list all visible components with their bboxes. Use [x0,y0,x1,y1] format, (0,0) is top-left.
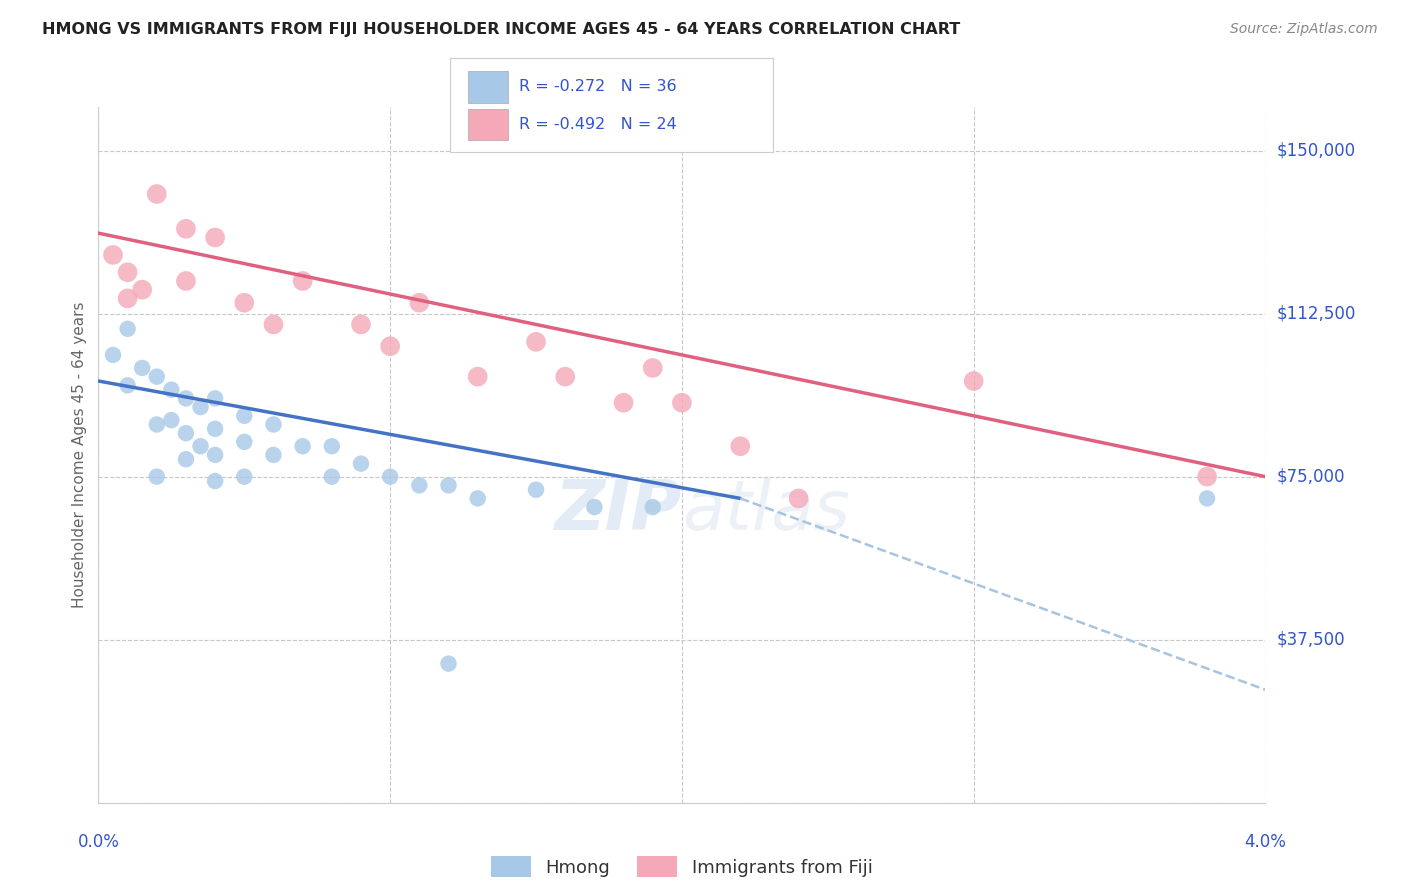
Point [524,483,547,497]
Text: $37,500: $37,500 [1277,631,1346,648]
Point [117,322,139,336]
Text: $75,000: $75,000 [1277,467,1346,485]
Point [408,478,430,492]
Point [554,369,576,384]
Point [174,274,197,288]
Point [612,396,634,410]
Point [174,452,197,467]
Point [321,439,343,453]
Point [101,348,124,362]
Point [262,417,284,432]
Point [437,478,460,492]
Point [160,413,183,427]
Point [160,383,183,397]
Point [728,439,751,453]
Point [1195,469,1218,483]
Point [174,222,197,236]
Point [146,469,169,483]
Point [233,409,256,423]
Point [262,318,284,332]
Point [583,500,606,514]
Point [378,339,402,353]
Legend: Hmong, Immigrants from Fiji: Hmong, Immigrants from Fiji [484,849,880,884]
Text: R = -0.272   N = 36: R = -0.272 N = 36 [519,79,676,95]
Point [641,361,664,376]
Y-axis label: Householder Income Ages 45 - 64 years: Householder Income Ages 45 - 64 years [72,301,87,608]
Point [524,334,547,349]
Point [437,657,460,671]
Point [262,448,284,462]
Point [131,283,153,297]
Point [117,378,139,392]
Point [350,318,373,332]
Point [204,230,226,244]
Point [962,374,984,388]
Point [671,396,693,410]
Point [1195,491,1218,506]
Point [117,291,139,305]
Point [101,248,124,262]
Point [233,434,256,449]
Text: 0.0%: 0.0% [77,833,120,851]
Point [204,474,226,488]
Point [146,417,169,432]
Point [233,295,256,310]
Point [291,274,314,288]
Point [174,426,197,441]
Text: atlas: atlas [682,477,849,544]
Point [378,469,402,483]
Point [190,439,212,453]
Point [174,392,197,406]
Point [204,448,226,462]
Point [787,491,810,506]
Point [131,361,153,376]
Point [190,400,212,414]
Point [291,439,314,453]
Point [204,392,226,406]
Point [350,457,373,471]
Point [467,491,489,506]
Point [321,469,343,483]
Text: R = -0.492   N = 24: R = -0.492 N = 24 [519,117,676,132]
Point [408,295,430,310]
Point [146,369,169,384]
Point [117,265,139,279]
Point [204,422,226,436]
Point [641,500,664,514]
Text: Source: ZipAtlas.com: Source: ZipAtlas.com [1230,22,1378,37]
Point [467,369,489,384]
Text: 4.0%: 4.0% [1244,833,1286,851]
Text: $150,000: $150,000 [1277,142,1355,160]
Text: HMONG VS IMMIGRANTS FROM FIJI HOUSEHOLDER INCOME AGES 45 - 64 YEARS CORRELATION : HMONG VS IMMIGRANTS FROM FIJI HOUSEHOLDE… [42,22,960,37]
Text: $112,500: $112,500 [1277,304,1355,323]
Text: ZIP: ZIP [554,477,682,544]
Point [146,187,169,202]
Point [233,469,256,483]
